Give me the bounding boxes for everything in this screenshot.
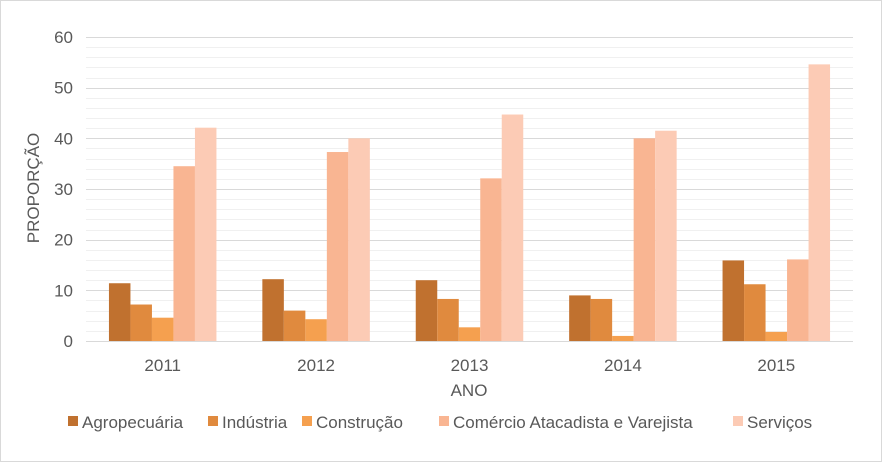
- y-tick-label: 50: [54, 79, 73, 98]
- y-tick-label: 20: [54, 231, 73, 250]
- legend-swatch: [68, 416, 78, 426]
- y-tick-label: 30: [54, 180, 73, 199]
- bar: [348, 138, 370, 341]
- bars: [108, 64, 831, 342]
- legend-swatch: [208, 416, 218, 426]
- legend-label: Construção: [316, 413, 403, 432]
- bar: [437, 298, 459, 341]
- x-tick-label: 2013: [451, 356, 489, 375]
- x-tick-label: 2015: [757, 356, 795, 375]
- bar: [787, 259, 809, 341]
- legend-label: Indústria: [222, 413, 288, 432]
- bar: [744, 284, 766, 341]
- bar: [808, 64, 831, 342]
- bar: [655, 130, 677, 341]
- bar: [108, 283, 131, 341]
- y-tick-label: 10: [54, 281, 73, 300]
- legend-swatch: [302, 416, 312, 426]
- bar: [130, 304, 152, 341]
- y-tick-label: 60: [54, 28, 73, 47]
- bar: [305, 319, 327, 341]
- bar: [569, 295, 591, 341]
- bar: [415, 280, 438, 341]
- legend-label: Agropecuária: [82, 413, 184, 432]
- legend: Agropecuária Indústria Construção Comércio …: [68, 413, 812, 432]
- bar: [194, 127, 217, 342]
- bar: [151, 317, 174, 341]
- bar: [458, 327, 481, 341]
- legend-swatch: [439, 416, 449, 426]
- x-tick-label: 2011: [144, 356, 181, 375]
- x-tick-label: 2012: [297, 356, 335, 375]
- y-tick-label: 0: [64, 332, 73, 351]
- x-axis-title: ANO: [451, 381, 488, 400]
- x-tick-labels: 2011 2012 2013 2014 2015: [144, 356, 795, 375]
- bar: [765, 331, 788, 341]
- bar: [612, 335, 634, 341]
- y-axis-title: PROPORÇÃO: [24, 133, 43, 244]
- bar: [480, 178, 502, 341]
- bar: [283, 310, 306, 341]
- legend-label: Serviços: [747, 413, 812, 432]
- y-tick-label: 40: [54, 129, 73, 148]
- bar: [722, 260, 745, 341]
- bar: [262, 279, 284, 341]
- x-tick-label: 2014: [604, 356, 642, 375]
- bar: [590, 298, 613, 341]
- bar: [633, 138, 656, 341]
- y-tick-labels: 0 10 20 30 40 50 60: [54, 28, 73, 351]
- legend-label: Comércio Atacadista e Varejista: [453, 413, 693, 432]
- bar: [326, 152, 349, 341]
- legend-swatch: [733, 416, 743, 426]
- bar: [501, 114, 524, 342]
- bar: [173, 166, 195, 341]
